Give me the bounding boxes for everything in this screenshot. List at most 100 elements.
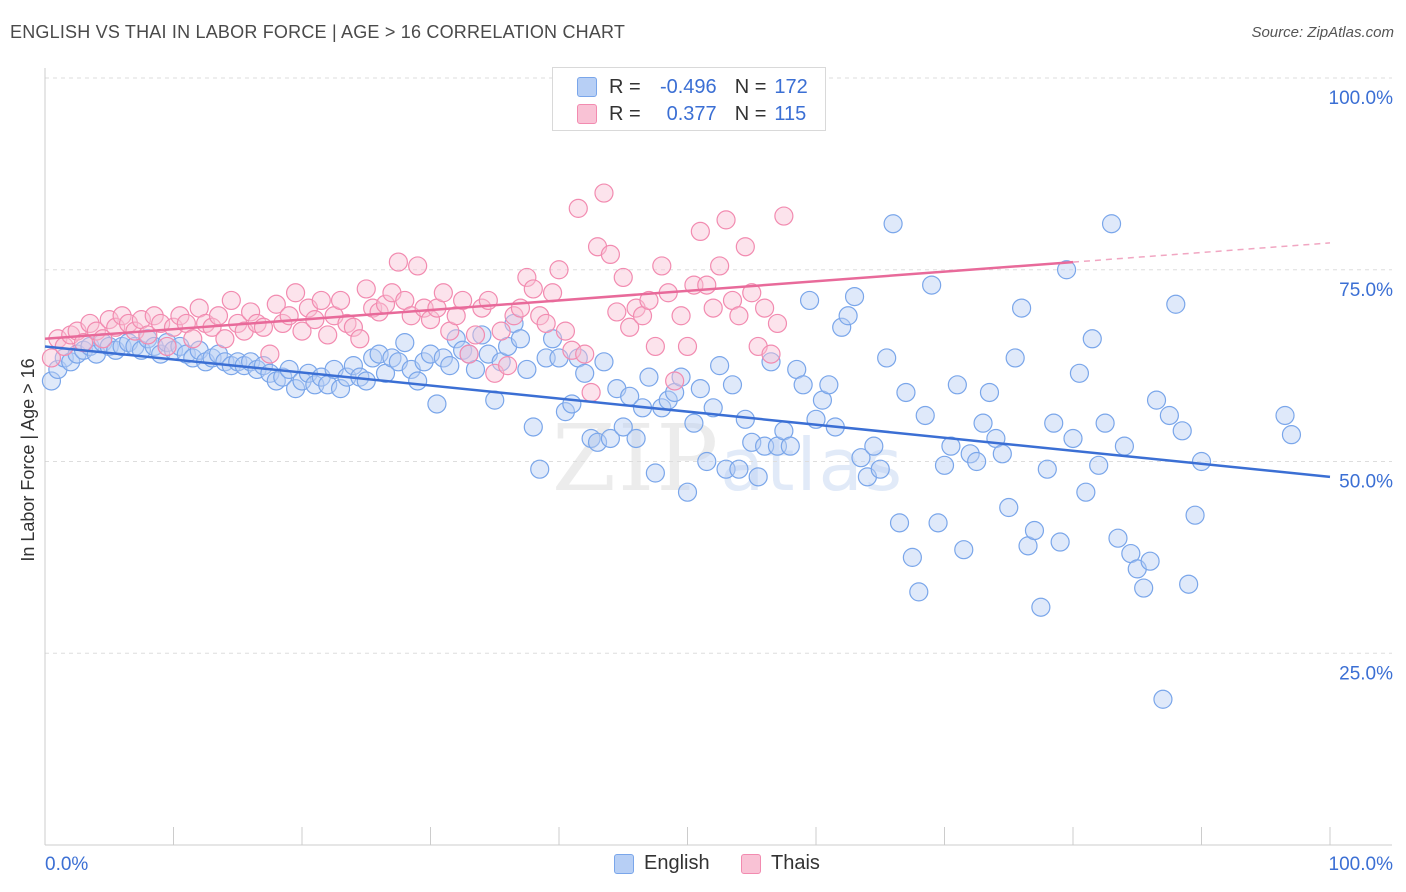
thais-point <box>729 306 749 326</box>
english-point <box>954 540 974 560</box>
english-point <box>408 371 428 391</box>
thais-point <box>311 290 331 311</box>
x-tick-label: 100.0% <box>1329 854 1394 875</box>
english-trend-line <box>44 345 1331 479</box>
english-point <box>748 467 768 487</box>
english-point <box>729 459 749 479</box>
english-point <box>832 317 852 337</box>
english-point <box>1146 390 1167 410</box>
legend-swatch-thais <box>577 104 597 124</box>
english-point <box>530 459 550 479</box>
thais-point <box>144 306 164 326</box>
y-tick-label: 100.0% <box>1329 88 1394 109</box>
thais-point <box>523 279 543 299</box>
thais-point <box>690 221 710 241</box>
thais-point <box>536 313 556 334</box>
thais-point <box>260 344 280 364</box>
thais-point <box>465 325 486 345</box>
thais-point <box>639 290 659 311</box>
english-point <box>562 394 582 414</box>
legend-row-thais: R = 0.377 N = 115 <box>577 102 806 126</box>
thais-point <box>292 321 312 341</box>
english-point <box>1089 455 1109 475</box>
english-point <box>1005 348 1025 368</box>
english-point <box>1153 689 1173 709</box>
english-point <box>1159 405 1179 426</box>
thais-point <box>665 371 685 391</box>
legend-r-value-english: -0.496 <box>659 75 717 98</box>
english-point <box>799 290 820 311</box>
thais-point <box>761 344 781 364</box>
thais-point <box>183 329 203 349</box>
thais-point <box>273 313 293 334</box>
english-point <box>369 344 389 364</box>
english-point <box>1050 532 1070 552</box>
english-point <box>819 375 839 395</box>
thais-point <box>151 313 171 334</box>
english-point <box>928 513 948 533</box>
english-point <box>967 451 987 472</box>
english-point <box>1011 298 1032 318</box>
legend-r-label: R = <box>609 75 641 98</box>
english-point <box>947 375 967 395</box>
english-point <box>780 436 800 456</box>
english-point <box>1063 428 1083 449</box>
english-point <box>742 432 762 452</box>
series-legend-english[interactable]: English <box>614 852 710 875</box>
english-point <box>844 286 865 307</box>
thais-point <box>600 244 621 265</box>
english-point <box>690 379 710 399</box>
thais-point <box>613 267 633 288</box>
legend-n-label: N = <box>734 102 767 125</box>
english-point <box>1275 405 1295 426</box>
english-point <box>902 547 922 567</box>
legend-n-value-english: 172 <box>774 75 808 98</box>
thais-point <box>530 306 550 326</box>
y-tick-label: 25.0% <box>1339 663 1393 684</box>
english-point <box>697 451 717 472</box>
thais-point <box>266 294 286 314</box>
english-point <box>420 344 441 364</box>
thais-point <box>517 267 537 288</box>
series-label-english: English <box>644 852 710 874</box>
english-point <box>870 459 890 479</box>
thais-point <box>697 275 717 295</box>
thais-point <box>671 306 691 326</box>
english-point <box>343 356 363 376</box>
thais-point <box>607 302 627 322</box>
english-point <box>356 371 376 391</box>
thais-point <box>215 329 235 349</box>
thais-point <box>703 298 723 318</box>
series-legend: English Thais <box>0 852 1406 878</box>
english-point <box>472 325 492 345</box>
correlation-legend: R = -0.496 N = 172 R = 0.377 N = 115 <box>552 67 826 131</box>
thais-point <box>388 252 408 272</box>
english-point <box>851 448 871 468</box>
thais-point <box>716 210 736 230</box>
thais-point <box>208 306 229 326</box>
english-point <box>594 352 614 372</box>
thais-point <box>575 344 595 364</box>
thais-point <box>491 321 511 341</box>
legend-row-english: R = -0.496 N = 172 <box>577 75 808 99</box>
series-label-thais: Thais <box>771 852 820 874</box>
thais-trend-line <box>44 260 1074 341</box>
series-legend-thais[interactable]: Thais <box>741 852 820 875</box>
english-point <box>1172 421 1192 441</box>
english-point <box>979 382 1000 403</box>
thais-point <box>99 310 119 330</box>
english-point <box>395 333 415 353</box>
english-point <box>960 444 980 464</box>
thais-point <box>542 283 563 303</box>
english-point <box>793 375 813 395</box>
english-point <box>1069 363 1090 383</box>
english-point <box>517 359 537 380</box>
english-point <box>684 413 704 433</box>
thais-point <box>652 256 672 276</box>
english-point <box>915 405 935 426</box>
thais-point <box>356 279 376 299</box>
english-point <box>1140 551 1160 571</box>
english-point <box>1101 214 1122 234</box>
thais-point <box>645 336 665 357</box>
